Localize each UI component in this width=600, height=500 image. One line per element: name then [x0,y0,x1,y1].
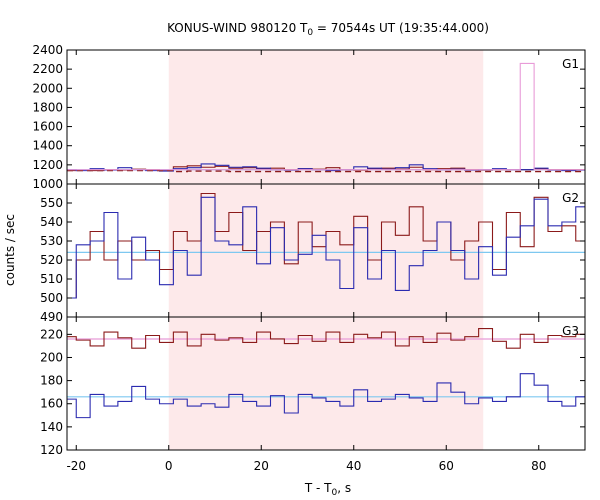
y-tick-label: 1000 [32,177,63,191]
y-tick-label: 490 [40,310,63,324]
y-tick-label: 550 [40,196,63,210]
y-tick-label: 180 [40,374,63,388]
y-tick-label: 200 [40,350,63,364]
x-axis-label: T - T0, s [304,481,351,498]
y-tick-label: 540 [40,215,63,229]
y-axis-label: counts / sec [3,214,17,286]
series-line-red [67,328,585,349]
x-tick-label: 40 [346,459,361,473]
x-tick-label: 60 [439,459,454,473]
y-tick-label: 1600 [32,120,63,134]
series-line-blue [67,373,585,419]
panel-label: G2 [562,191,579,205]
shaded-interval [168,50,484,184]
y-tick-label: 510 [40,272,63,286]
y-tick-label: 1800 [32,100,63,114]
y-tick-label: 2200 [32,62,63,76]
series-line-dashed [67,169,585,173]
panel-label: G3 [562,324,579,338]
y-tick-label: 1200 [32,158,63,172]
x-axis-label-subscript: 0 [332,488,338,498]
x-tick-label: 20 [254,459,269,473]
y-tick-label: 220 [40,327,63,341]
series-line-pink [67,62,585,171]
series-line-blue [67,196,585,299]
y-tick-label: 120 [40,443,63,457]
chart-title: KONUS-WIND 980120 T0 = 70544s UT (19:35:… [167,21,489,38]
panel-g3: 120 140 160 180 200 220 G3 [40,316,586,457]
y-tick-label: 160 [40,397,63,411]
panel-label: G1 [562,57,579,71]
y-tick-label: 2000 [32,81,63,95]
panel-g1: 1000 1200 1400 1600 1800 2000 2200 2400 G1 [32,43,586,191]
y-tick-label: 1400 [32,139,63,153]
panel-g2: 490 500 510 520 530 540 550 G2 [40,183,586,324]
panel-frame [66,316,586,451]
y-tick-label: 2400 [32,43,63,57]
y-tick-label: 520 [40,253,63,267]
y-tick-label: 530 [40,234,63,248]
y-tick-label: 500 [40,291,63,305]
chart-title-subscript: 0 [307,28,313,38]
plot-area: 10001200140016001800200022002400G1490500… [32,43,586,473]
x-tick-label: 80 [531,459,546,473]
x-tick-label: 0 [165,459,173,473]
x-tick-label: -20 [66,459,86,473]
y-tick-label: 140 [40,420,63,434]
